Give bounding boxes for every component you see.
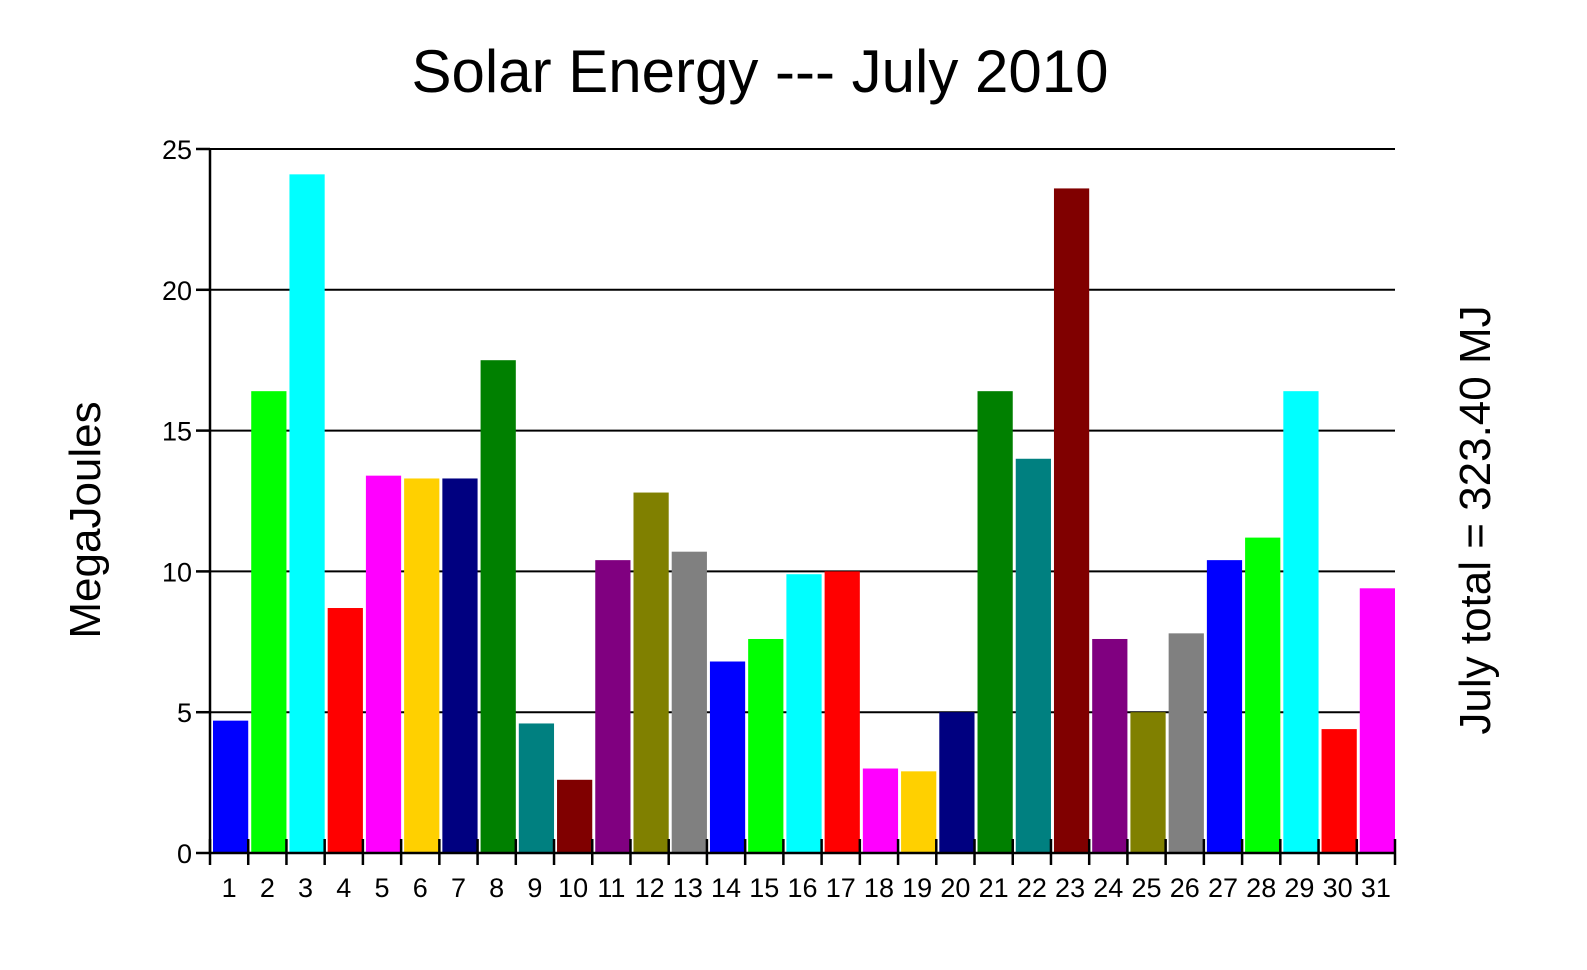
axes <box>208 149 1395 855</box>
x-tick-label: 1 <box>222 873 237 903</box>
bar-day-23 <box>1053 188 1090 853</box>
x-tick-label: 16 <box>787 873 817 903</box>
bar-day-1 <box>213 720 249 853</box>
x-tick-label: 30 <box>1323 873 1353 903</box>
bar-day-29 <box>1283 391 1319 853</box>
x-tick-label: 15 <box>749 873 779 903</box>
bar-day-17 <box>824 571 860 853</box>
bar-day-28 <box>1245 537 1281 853</box>
x-tick-label: 5 <box>375 873 390 903</box>
x-tick-label: 21 <box>979 873 1009 903</box>
bar-day-24 <box>1092 638 1128 853</box>
x-tick-label: 28 <box>1246 873 1276 903</box>
bar-day-15 <box>748 638 784 853</box>
x-tick-label: 26 <box>1170 873 1200 903</box>
bar-day-19 <box>901 771 937 853</box>
bar-day-30 <box>1321 729 1357 853</box>
bar-day-25 <box>1130 712 1166 853</box>
bar-day-21 <box>977 391 1013 853</box>
x-tick-labels: 1 2 3 4 5 6 7 8 9 10 11 12 13 14 15 16 17 18 19 20 21 22 23 24 2… <box>208 839 1397 903</box>
bar-day-22 <box>1015 458 1051 853</box>
bar-day-8 <box>480 360 516 853</box>
x-tick-label: 24 <box>1093 873 1123 903</box>
bar-day-5 <box>365 475 402 853</box>
bar-day-31 <box>1359 588 1395 853</box>
bar-day-2 <box>251 391 287 853</box>
x-tick-label: 3 <box>298 873 313 903</box>
x-tick-label: 11 <box>597 873 625 903</box>
y-tick-label: 5 <box>177 698 192 728</box>
y-tick-labels: 0 5 10 15 20 25 <box>162 135 210 869</box>
bar-day-10 <box>557 779 593 853</box>
bar-day-9 <box>518 723 555 853</box>
bar-day-7 <box>442 478 478 853</box>
x-tick-label: 20 <box>940 873 970 903</box>
x-tick-label: 9 <box>527 873 542 903</box>
y-tick-label: 0 <box>177 839 192 869</box>
x-tick-label: 18 <box>864 873 894 903</box>
bar-day-11 <box>595 560 631 853</box>
x-tick-label: 22 <box>1017 873 1047 903</box>
x-tick-label: 12 <box>635 873 665 903</box>
x-tick-label: 27 <box>1208 873 1238 903</box>
bar-day-13 <box>671 551 707 853</box>
y-axis-label: MegaJoules <box>61 401 110 638</box>
x-tick-label: 29 <box>1284 873 1314 903</box>
x-tick-label: 4 <box>336 873 351 903</box>
x-tick-label: 13 <box>673 873 703 903</box>
x-tick-label: 2 <box>260 873 275 903</box>
y-tick-label: 20 <box>162 276 192 306</box>
monthly-total-label: July total = 323.40 MJ <box>1451 305 1500 734</box>
y-tick-label: 15 <box>162 417 192 447</box>
x-tick-label: 8 <box>489 873 504 903</box>
y-tick-label: 25 <box>162 135 192 165</box>
bar-day-6 <box>404 478 440 853</box>
x-tick-label: 25 <box>1132 873 1162 903</box>
x-tick-label: 6 <box>413 873 428 903</box>
bar-day-18 <box>862 768 899 853</box>
x-tick-label: 17 <box>826 873 856 903</box>
bar-day-12 <box>633 492 669 853</box>
x-tick-label: 31 <box>1361 873 1391 903</box>
bar-day-26 <box>1168 633 1204 853</box>
bar-day-27 <box>1206 560 1243 853</box>
x-tick-label: 19 <box>902 873 932 903</box>
bar-day-16 <box>786 574 822 853</box>
bar-day-14 <box>709 661 746 853</box>
x-tick-label: 14 <box>711 873 741 903</box>
y-tick-label: 10 <box>162 557 192 587</box>
bar-day-20 <box>939 712 975 853</box>
bars <box>213 174 1395 853</box>
bar-day-3 <box>289 174 325 853</box>
x-tick-label: 10 <box>558 873 588 903</box>
x-tick-label: 7 <box>451 873 466 903</box>
chart-title: Solar Energy --- July 2010 <box>412 38 1109 105</box>
bar-day-4 <box>327 608 363 853</box>
x-tick-label: 23 <box>1055 873 1085 903</box>
